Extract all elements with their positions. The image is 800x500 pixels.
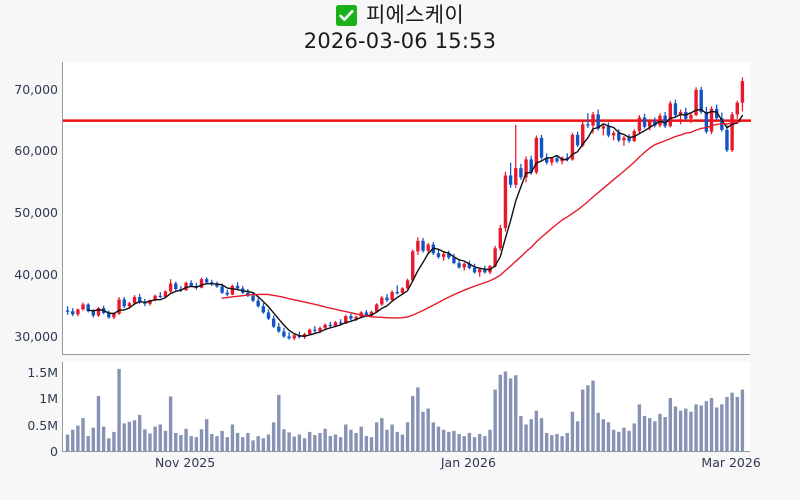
timestamp-label: 2026-03-06 15:53 xyxy=(303,29,497,53)
price-chart-panel[interactable] xyxy=(62,62,751,355)
x-axis-labels: Nov 2025 Jan 2026 Mar 2026 xyxy=(0,455,800,477)
volume-bar-plot xyxy=(65,368,745,452)
x-tick: Nov 2025 xyxy=(155,455,216,470)
volume-y-tick: 1.5M xyxy=(27,364,58,380)
title-row: 피에스케이 xyxy=(0,1,800,29)
volume-y-axis-labels: 0 0.5M 1M 1.5M xyxy=(0,0,58,500)
price-y-tick: 50,000 xyxy=(14,205,58,221)
price-y-axis-labels: 30,000 40,000 50,000 60,000 70,000 xyxy=(0,0,58,500)
page-title: 피에스케이 xyxy=(365,2,465,27)
price-y-tick: 30,000 xyxy=(14,328,58,344)
price-y-tick: 70,000 xyxy=(14,81,58,97)
price-y-tick: 40,000 xyxy=(14,266,58,282)
volume-y-tick: 0.5M xyxy=(27,417,58,433)
price-y-tick: 60,000 xyxy=(14,143,58,159)
x-tick: Mar 2026 xyxy=(701,455,761,470)
green-check-icon xyxy=(335,4,357,26)
volume-y-tick: 1M xyxy=(39,391,58,407)
price-candlestick-plot xyxy=(63,77,751,341)
x-tick: Jan 2026 xyxy=(440,455,496,470)
volume-chart-panel[interactable] xyxy=(62,362,750,452)
volume-y-tick: 0 xyxy=(50,444,58,459)
